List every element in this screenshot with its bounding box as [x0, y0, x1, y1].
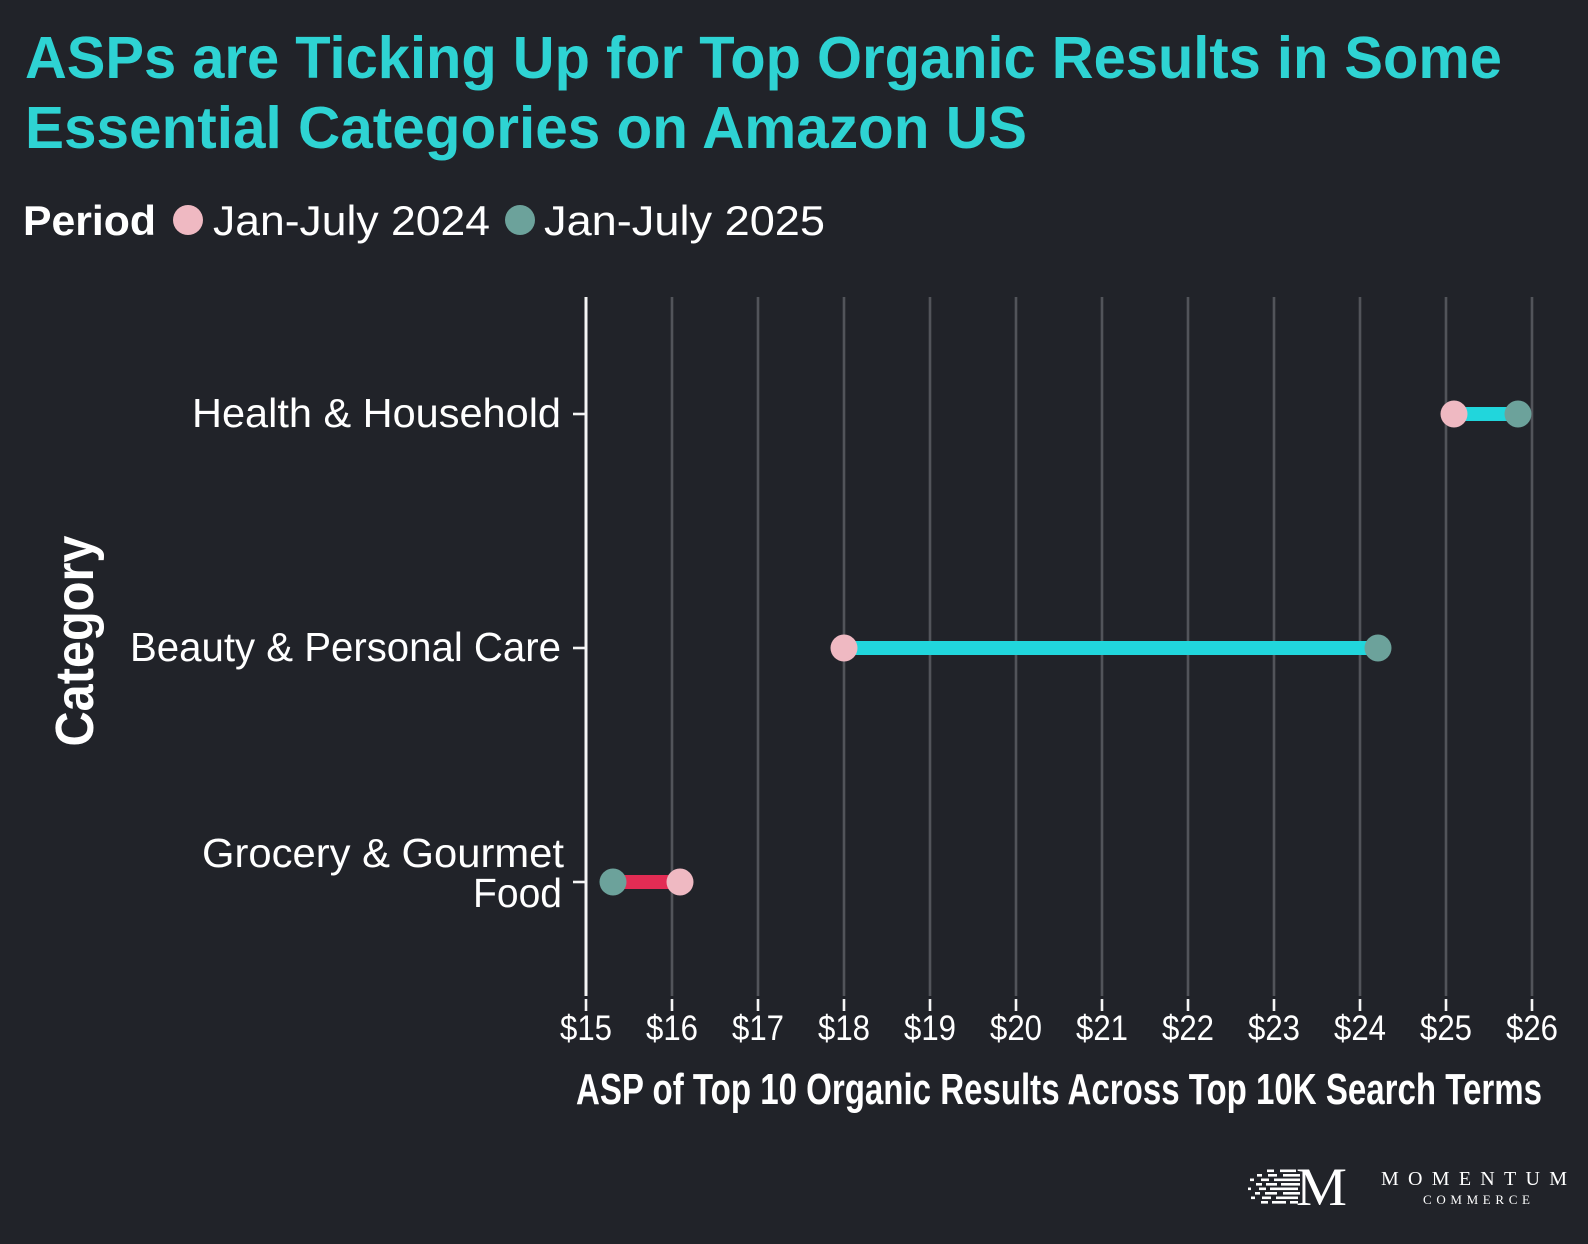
svg-text:$16: $16	[646, 1009, 698, 1048]
svg-text:ASPs are Ticking Up for Top Or: ASPs are Ticking Up for Top Organic Resu…	[25, 25, 1502, 91]
svg-text:$20: $20	[990, 1009, 1042, 1048]
svg-text:Beauty & Personal Care: Beauty & Personal Care	[130, 624, 561, 670]
svg-text:$21: $21	[1076, 1009, 1128, 1048]
svg-text:$22: $22	[1162, 1009, 1214, 1048]
svg-text:COMMERCE: COMMERCE	[1423, 1192, 1530, 1207]
svg-text:$15: $15	[560, 1009, 612, 1048]
svg-text:$25: $25	[1420, 1009, 1472, 1048]
svg-text:$26: $26	[1506, 1009, 1558, 1048]
svg-text:M: M	[1296, 1157, 1347, 1217]
svg-text:Category: Category	[45, 536, 105, 747]
svg-text:Jan-July 2024: Jan-July 2024	[213, 197, 490, 244]
svg-text:ASP of Top 10 Organic Results: ASP of Top 10 Organic Results Across Top…	[576, 1065, 1542, 1114]
svg-text:Essential Categories on Amazon: Essential Categories on Amazon US	[25, 95, 1027, 161]
svg-text:Period: Period	[23, 197, 156, 244]
svg-text:$18: $18	[818, 1009, 870, 1048]
svg-text:Food: Food	[473, 870, 562, 916]
svg-text:$24: $24	[1334, 1009, 1386, 1048]
svg-text:$17: $17	[732, 1009, 784, 1048]
svg-text:$19: $19	[904, 1009, 956, 1048]
svg-text:$23: $23	[1248, 1009, 1300, 1048]
svg-text:Health & Household: Health & Household	[192, 390, 561, 436]
svg-text:Grocery & Gourmet: Grocery & Gourmet	[202, 830, 565, 876]
svg-text:Jan-July 2025: Jan-July 2025	[544, 197, 825, 244]
